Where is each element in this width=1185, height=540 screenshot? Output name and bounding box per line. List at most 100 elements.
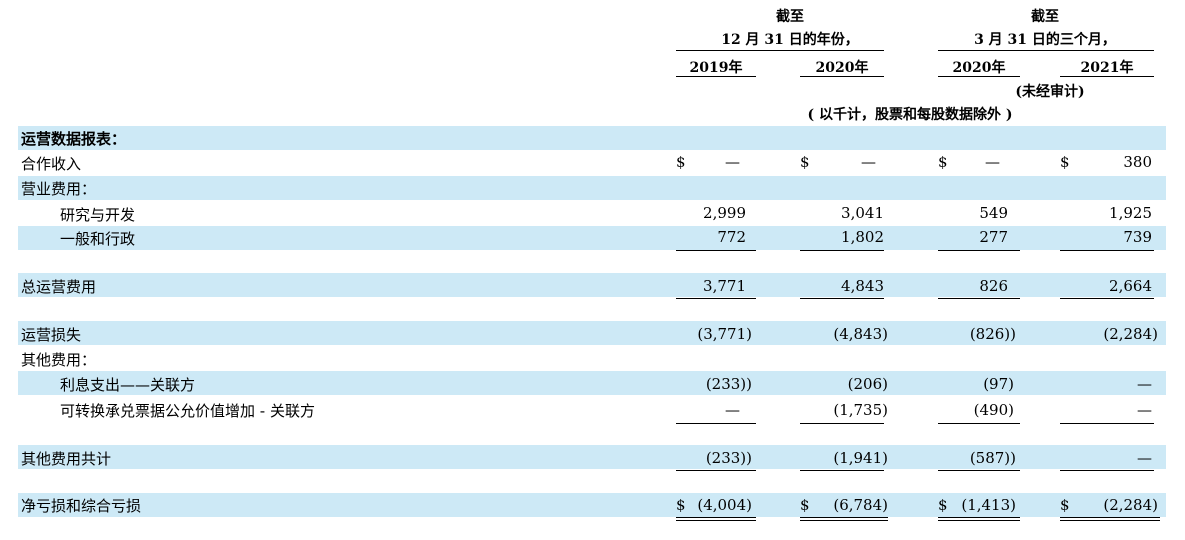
year-header-2020: 2020年	[815, 60, 869, 76]
year-header-q2021: 2021年	[1080, 60, 1134, 76]
dollar-sign: $	[676, 153, 686, 171]
row-label-interest-related: 利息支出——关联方	[60, 376, 196, 394]
subtotal-rule	[1060, 470, 1154, 471]
cell-value: —	[1137, 375, 1152, 393]
subtotal-rule	[676, 423, 756, 424]
dollar-sign: $	[676, 496, 686, 514]
cell-value: (97)	[983, 375, 1014, 393]
year-rule	[800, 76, 884, 77]
row-label-total-other: 其他费用共计	[21, 450, 112, 468]
subtotal-rule	[938, 250, 1020, 251]
period-header-2-line2: 3 月 31 日的三个月，	[974, 32, 1116, 48]
cell-value: —	[985, 153, 1000, 171]
row-label-operating-expenses: 营业费用：	[21, 180, 97, 198]
cell-value: 549	[979, 204, 1008, 222]
cell-value: —	[1137, 449, 1152, 467]
section-title-operations: 运营数据报表：	[21, 130, 127, 148]
cell-value: —	[725, 401, 740, 419]
cell-value: (1,735)	[833, 401, 888, 419]
total-double-rule	[676, 517, 756, 521]
header-rule	[938, 50, 1154, 51]
subtotal-rule	[676, 470, 756, 471]
cell-value: (1,413)	[961, 496, 1016, 514]
cell-value: 2,664	[1109, 277, 1152, 295]
cell-value: 1,802	[841, 228, 884, 246]
subtotal-rule	[676, 250, 756, 251]
year-rule	[938, 76, 1020, 77]
year-rule	[1060, 76, 1154, 77]
cell-value: (233))	[705, 449, 752, 467]
cell-value: (2,284)	[1103, 325, 1158, 343]
row-band	[18, 493, 1166, 517]
cell-value: 739	[1123, 228, 1152, 246]
row-band	[18, 176, 1166, 200]
cell-value: (587))	[969, 449, 1016, 467]
cell-value: 772	[717, 228, 746, 246]
cell-value: 380	[1123, 153, 1152, 171]
cell-value: (6,784)	[833, 496, 888, 514]
cell-value: (233))	[705, 375, 752, 393]
row-label-operating-loss: 运营损失	[21, 326, 82, 344]
cell-value: 1,925	[1109, 204, 1152, 222]
subtotal-rule	[800, 423, 884, 424]
cell-value: 3,041	[841, 204, 884, 222]
dollar-sign: $	[938, 153, 948, 171]
dollar-sign: $	[800, 153, 810, 171]
cell-value: (826))	[969, 325, 1016, 343]
row-label-convertible-fv: 可转换承兑票据公允价值增加 - 关联方	[60, 402, 315, 420]
total-double-rule	[1060, 517, 1160, 521]
subtotal-rule	[676, 298, 756, 299]
cell-value: (206)	[847, 375, 888, 393]
cell-value: —	[725, 153, 740, 171]
total-double-rule	[800, 517, 888, 521]
subtotal-rule	[938, 470, 1020, 471]
year-header-q2020: 2020年	[952, 60, 1006, 76]
subtotal-rule	[800, 470, 884, 471]
cell-value: (3,771)	[697, 325, 752, 343]
cell-value: —	[861, 153, 876, 171]
total-double-rule	[938, 517, 1020, 521]
cell-value: 2,999	[703, 204, 746, 222]
period-header-1-line2: 12 月 31 日的年份，	[721, 32, 859, 48]
row-band	[18, 371, 1166, 395]
row-label-net-loss: 净亏损和综合亏损	[21, 497, 142, 515]
cell-value: (4,843)	[833, 325, 888, 343]
units-note: ( 以千计，股票和每股数据除外 )	[807, 107, 1013, 123]
row-band	[18, 445, 1166, 469]
row-band	[18, 226, 1166, 250]
cell-value: 826	[979, 277, 1008, 295]
cell-value: —	[1137, 401, 1152, 419]
unaudited-note: (未经审计)	[1015, 84, 1085, 100]
row-label-g-and-a: 一般和行政	[60, 230, 136, 248]
row-band	[18, 273, 1166, 297]
row-band	[18, 126, 1166, 150]
period-header-1-line1: 截至	[776, 9, 804, 25]
dollar-sign: $	[800, 496, 810, 514]
cell-value: 4,843	[841, 277, 884, 295]
row-label-other-expenses: 其他费用：	[21, 351, 97, 369]
cell-value: (1,941)	[833, 449, 888, 467]
row-label-rnd: 研究与开发	[60, 206, 136, 224]
dollar-sign: $	[1060, 496, 1070, 514]
cell-value: (4,004)	[697, 496, 752, 514]
subtotal-rule	[800, 298, 884, 299]
year-header-2019: 2019年	[689, 60, 743, 76]
row-label-total-opex: 总运营费用	[21, 278, 97, 296]
row-band	[18, 321, 1166, 345]
subtotal-rule	[800, 250, 884, 251]
dollar-sign: $	[1060, 153, 1070, 171]
cell-value: 3,771	[703, 277, 746, 295]
subtotal-rule	[938, 423, 1020, 424]
subtotal-rule	[938, 298, 1020, 299]
subtotal-rule	[1060, 250, 1154, 251]
year-rule	[676, 76, 756, 77]
subtotal-rule	[1060, 298, 1154, 299]
cell-value: (490)	[973, 401, 1014, 419]
cell-value: (2,284)	[1103, 496, 1158, 514]
row-label-collab-revenue: 合作收入	[21, 155, 82, 173]
cell-value: 277	[979, 228, 1008, 246]
period-header-2-line1: 截至	[1031, 9, 1059, 25]
header-rule	[676, 50, 884, 51]
subtotal-rule	[1060, 423, 1154, 424]
dollar-sign: $	[938, 496, 948, 514]
